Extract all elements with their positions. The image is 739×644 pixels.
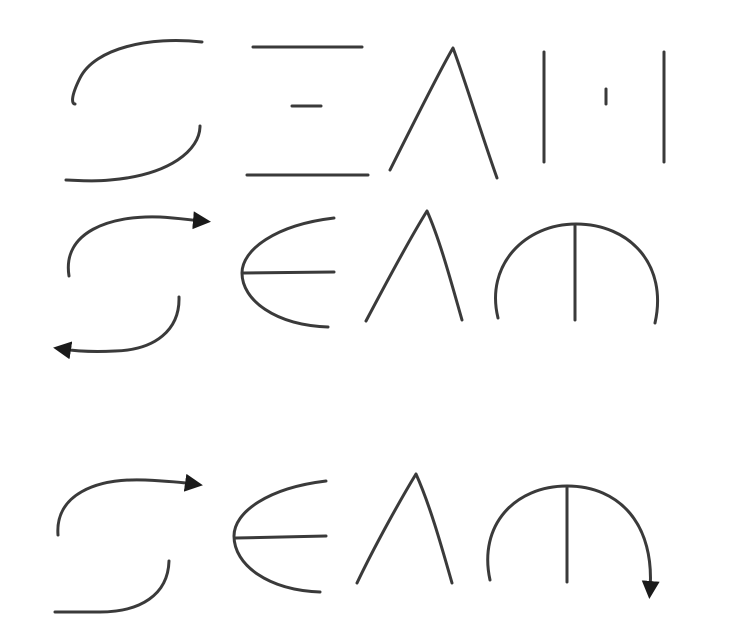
row3-letter-s-lower (53, 559, 171, 614)
row1-letter-a (388, 46, 499, 180)
row2-letter-e-arc (240, 216, 336, 329)
row1-letter-s-lower (64, 124, 202, 183)
row-geometric (64, 39, 666, 183)
row1-letter-s (71, 39, 204, 106)
row-rounded-s-arrows (53, 209, 660, 360)
row2-letter-e-middle (242, 270, 336, 275)
row-rounded-s-m-arrows (53, 472, 660, 614)
row3-letter-a (355, 472, 454, 585)
row2-letter-a (364, 209, 464, 323)
row3-letter-e-middle (234, 534, 328, 540)
row3-letter-m-arch (486, 484, 660, 599)
row2-letter-s-upper (66, 211, 211, 278)
row3-letter-s-upper (56, 473, 203, 537)
row3-letter-e-arc (232, 479, 328, 594)
row2-letter-s-lower (53, 295, 181, 360)
row2-letter-m-arch (494, 222, 660, 325)
